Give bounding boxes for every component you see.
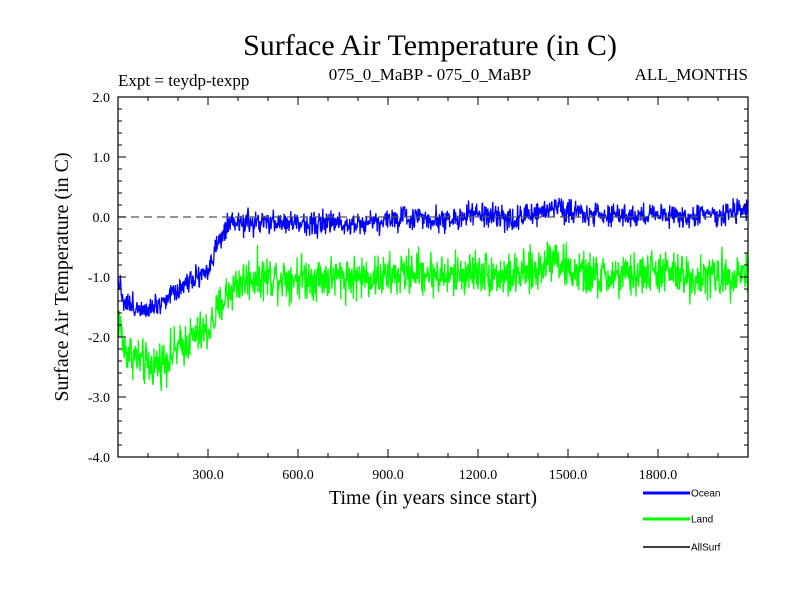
y-tick-label: -3.0 — [88, 391, 110, 406]
y-tick-label: -2.0 — [88, 331, 110, 346]
legend-label-land: Land — [691, 515, 713, 526]
expt-label: Expt = teydp-texpp — [118, 71, 249, 90]
chart-subtitle: 075_0_MaBP - 075_0_MaBP — [329, 65, 531, 84]
x-tick-label: 600.0 — [282, 468, 314, 483]
axis-ticks: 300.0 600.0 900.0 1200.0 1500.0 1800.0 -4.0 -3.… — [88, 91, 748, 483]
x-tick-label: 1200.0 — [459, 468, 498, 483]
x-axis-label: Time (in years since start) — [329, 487, 537, 509]
y-tick-label: -4.0 — [88, 451, 110, 466]
x-tick-label: 300.0 — [192, 468, 224, 483]
months-label: ALL_MONTHS — [635, 65, 748, 84]
x-tick-label: 1500.0 — [549, 468, 588, 483]
x-tick-label: 900.0 — [372, 468, 404, 483]
series-line-ocean — [117, 197, 749, 318]
x-tick-label: 1800.0 — [639, 468, 678, 483]
series-line-land — [117, 241, 749, 391]
plot-series-group — [117, 197, 749, 391]
y-tick-label: -1.0 — [88, 271, 110, 286]
y-tick-label: 2.0 — [93, 91, 111, 106]
legend: Ocean Land AllSurf — [643, 489, 721, 554]
legend-label-allsurf: AllSurf — [691, 543, 721, 554]
y-tick-label: 0.0 — [93, 211, 111, 226]
legend-label-ocean: Ocean — [691, 489, 720, 500]
y-axis-label: Surface Air Temperature (in C) — [51, 152, 73, 401]
chart-title: Surface Air Temperature (in C) — [243, 29, 617, 62]
y-tick-label: 1.0 — [93, 151, 111, 166]
